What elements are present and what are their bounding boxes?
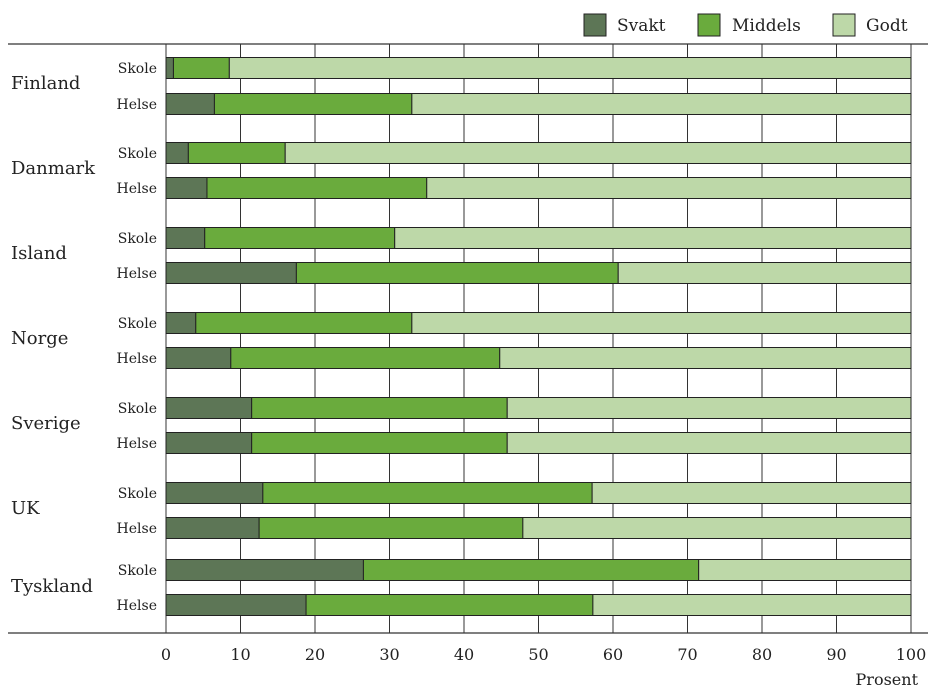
bar-sverige-helse-svakt	[165, 432, 253, 454]
bar-finland-skole-svakt	[165, 57, 174, 79]
row-label-danmark-skole: Skole	[118, 146, 157, 162]
country-label-finland: Finland	[11, 73, 80, 94]
bar-norge-skole-svakt	[165, 312, 197, 334]
tick-label-90: 90	[826, 645, 846, 664]
country-label-sverige: Sverige	[11, 413, 81, 434]
bar-finland-helse-godt	[411, 93, 912, 115]
bar-tyskland-helse-godt	[592, 594, 912, 616]
bar-island-skole-svakt	[165, 227, 206, 249]
bar-finland-helse-middels	[213, 93, 413, 115]
row-label-island-skole: Skole	[118, 231, 157, 247]
bar-danmark-helse-godt	[426, 177, 912, 199]
row-label-finland-skole: Skole	[118, 61, 157, 77]
bar-finland-skole-middels	[172, 57, 230, 79]
row-label-island-helse: Helse	[117, 266, 157, 282]
bar-sverige-helse-godt	[506, 432, 912, 454]
bar-uk-helse-middels	[258, 517, 524, 539]
legend-swatch-middels	[697, 13, 721, 37]
tick-label-40: 40	[454, 645, 474, 664]
row-label-norge-helse: Helse	[117, 351, 157, 367]
bar-island-helse-godt	[617, 262, 912, 284]
bar-island-helse-middels	[295, 262, 619, 284]
gridlines	[8, 43, 928, 634]
bar-sverige-skole-svakt	[165, 397, 253, 419]
bar-danmark-skole-svakt	[165, 142, 189, 164]
tick-label-50: 50	[528, 645, 548, 664]
bar-norge-helse-svakt	[165, 347, 232, 369]
tick-label-20: 20	[305, 645, 325, 664]
row-label-uk-skole: Skole	[118, 486, 157, 502]
legend: Svakt Middels Godt	[583, 13, 908, 37]
bar-norge-helse-middels	[230, 347, 501, 369]
row-label-tyskland-skole: Skole	[118, 563, 157, 579]
tick-label-0: 0	[161, 645, 171, 664]
bar-norge-skole-middels	[195, 312, 413, 334]
bar-tyskland-skole-godt	[698, 559, 912, 581]
tick-label-30: 30	[379, 645, 399, 664]
bar-tyskland-skole-middels	[362, 559, 700, 581]
bar-uk-skole-svakt	[165, 482, 264, 504]
bar-finland-skole-godt	[228, 57, 912, 79]
x-axis-label: Prosent	[856, 670, 919, 689]
tick-label-100: 100	[896, 645, 927, 664]
bar-island-helse-svakt	[165, 262, 297, 284]
bar-tyskland-skole-svakt	[165, 559, 364, 581]
bar-uk-helse-svakt	[165, 517, 260, 539]
bar-tyskland-helse-middels	[305, 594, 594, 616]
bar-island-skole-godt	[394, 227, 912, 249]
row-label-danmark-helse: Helse	[117, 181, 157, 197]
bar-sverige-skole-godt	[506, 397, 912, 419]
bar-danmark-skole-middels	[187, 142, 286, 164]
tick-label-10: 10	[230, 645, 250, 664]
bar-island-skole-middels	[204, 227, 396, 249]
bar-uk-skole-godt	[591, 482, 912, 504]
bar-finland-helse-svakt	[165, 93, 215, 115]
tick-label-80: 80	[752, 645, 772, 664]
row-label-norge-skole: Skole	[118, 316, 157, 332]
bar-tyskland-helse-svakt	[165, 594, 307, 616]
country-label-island: Island	[11, 243, 67, 264]
bar-danmark-skole-godt	[284, 142, 912, 164]
country-label-danmark: Danmark	[11, 158, 96, 179]
x-axis: 0 10 20 30 40 50 60 70 80 90 100	[161, 645, 926, 664]
row-label-finland-helse: Helse	[117, 97, 157, 113]
bar-danmark-helse-middels	[206, 177, 428, 199]
row-label-uk-helse: Helse	[117, 521, 157, 537]
legend-label-middels: Middels	[732, 16, 801, 36]
bar-uk-helse-godt	[522, 517, 912, 539]
bar-norge-skole-godt	[411, 312, 912, 334]
row-label-sverige-helse: Helse	[117, 436, 157, 452]
bar-sverige-skole-middels	[251, 397, 508, 419]
tick-label-70: 70	[677, 645, 697, 664]
row-label-sverige-skole: Skole	[118, 401, 157, 417]
country-label-tyskland: Tyskland	[11, 576, 93, 597]
bar-sverige-helse-middels	[251, 432, 508, 454]
row-label-tyskland-helse: Helse	[117, 598, 157, 614]
bar-norge-helse-godt	[499, 347, 912, 369]
bar-uk-skole-middels	[262, 482, 593, 504]
category-labels: Finland Skole Helse Danmark Skole Helse Island…	[11, 61, 157, 614]
tick-label-60: 60	[603, 645, 623, 664]
legend-swatch-godt	[832, 13, 856, 37]
legend-label-godt: Godt	[866, 16, 908, 36]
country-label-uk: UK	[11, 498, 40, 519]
bar-danmark-helse-svakt	[165, 177, 208, 199]
legend-swatch-svakt	[583, 13, 607, 37]
country-label-norge: Norge	[11, 328, 68, 349]
legend-label-svakt: Svakt	[617, 16, 666, 36]
bars	[165, 57, 912, 616]
